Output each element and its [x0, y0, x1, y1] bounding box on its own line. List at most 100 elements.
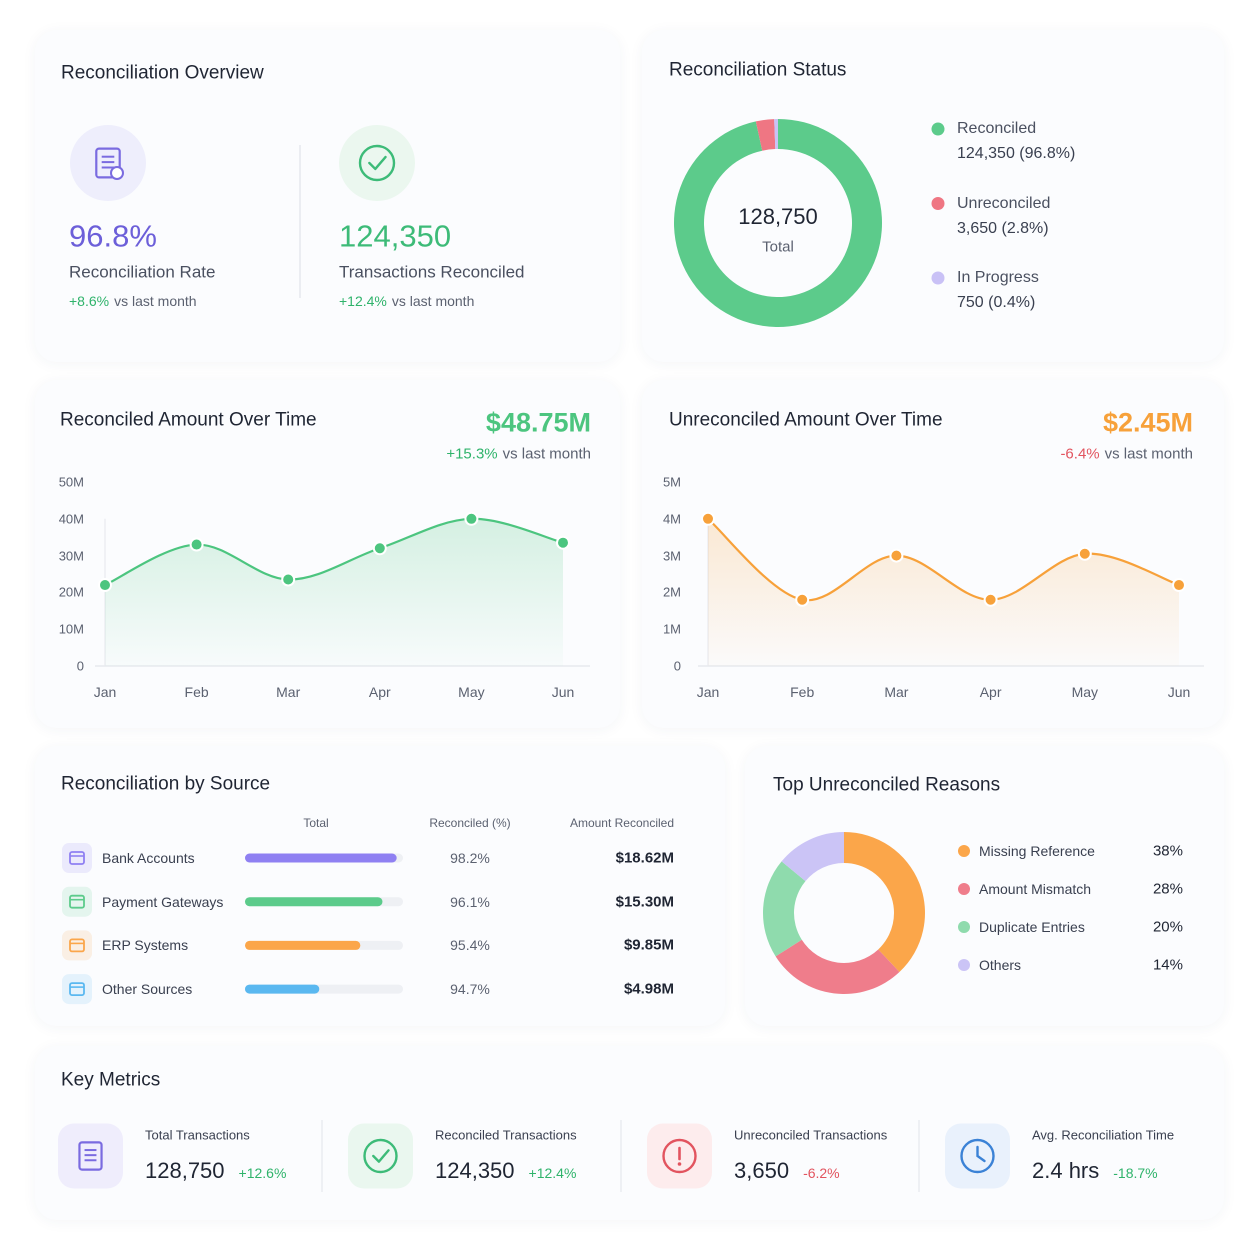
y-tick-label: 4M: [662, 511, 681, 527]
legend-label: Unreconciled: [957, 194, 1051, 212]
donut-segment: [755, 119, 776, 151]
icon: [69, 894, 85, 909]
icon: [110, 166, 124, 180]
x-tick-label: May: [1071, 684, 1099, 700]
y-tick-label: 0: [673, 658, 681, 674]
point: [464, 511, 479, 526]
point: [1077, 546, 1092, 561]
change-row: +12.4% vs last month: [339, 294, 474, 308]
card: [35, 1046, 1224, 1220]
metric-label: Total Transactions: [145, 1127, 250, 1143]
metric-label: Reconciled Transactions: [435, 1127, 577, 1143]
x-tick-label: Jun: [551, 684, 575, 700]
icon: [372, 1149, 390, 1163]
row-percent: 98.2%: [450, 850, 490, 866]
panel-title: Top Unreconciled Reasons: [773, 774, 1001, 796]
headline-value: $48.75M: [485, 407, 591, 438]
legend-value: 28%: [1152, 880, 1183, 898]
legend-label: In Progress: [957, 269, 1039, 286]
legend-swatch: [958, 959, 970, 971]
change-note: vs last month: [114, 293, 197, 309]
row-label: Payment Gateways: [102, 893, 224, 910]
change-row: -6.4% vs last month: [1060, 447, 1193, 462]
panel-title: Key Metrics: [61, 1069, 161, 1091]
point: [701, 511, 715, 526]
y-tick-label: 2M: [662, 584, 681, 600]
panel-title: Unreconciled Amount Over Time: [669, 409, 943, 431]
change: +8.6%: [69, 293, 110, 309]
icon: [95, 147, 121, 179]
icon-bg: [62, 974, 92, 1005]
legend-swatch: [958, 883, 970, 895]
point: [983, 592, 998, 607]
kpi-value: 124,350: [339, 218, 452, 254]
metric-value-row: 124,350 +12.4%: [435, 1160, 576, 1182]
legend-swatch: [958, 845, 970, 857]
y-tick-label: 30M: [58, 548, 84, 564]
column-header: Reconciled (%): [429, 816, 511, 830]
donut-segment: [781, 832, 844, 882]
row-amount: $9.85M: [623, 936, 674, 954]
legend-swatch: [931, 197, 945, 210]
icon: [662, 1138, 697, 1174]
icon-bg: [62, 843, 92, 873]
change: -6.4%: [1060, 445, 1100, 463]
row-amount: $15.30M: [615, 893, 674, 911]
donut-center-label: Total: [762, 238, 794, 256]
legend-label: Missing Reference: [979, 843, 1095, 859]
kpi-label: Reconciliation Rate: [69, 262, 216, 282]
icon-bg: [348, 1123, 413, 1189]
legend-swatch: [931, 271, 945, 285]
metric-value-row: 128,750 +12.6%: [145, 1160, 286, 1182]
panel-title: Reconciliation by Source: [61, 773, 271, 795]
row-label: Bank Accounts: [102, 850, 195, 866]
metric-change: +12.4%: [528, 1165, 577, 1181]
change-row: +8.6% vs last month: [69, 294, 197, 308]
x-tick-label: Apr: [979, 684, 1002, 700]
x-tick-label: Feb: [790, 684, 815, 700]
change-note: vs last month: [391, 293, 475, 309]
point: [372, 541, 387, 556]
legend-value: 3,650 (2.8%): [957, 219, 1049, 237]
column-header: Total: [303, 816, 329, 830]
metric-label: Avg. Reconciliation Time: [1032, 1127, 1175, 1143]
donut-segment: [763, 861, 806, 957]
donut-center-value: 128,750: [738, 204, 818, 229]
x-tick-label: Feb: [184, 684, 209, 700]
icon-bg: [62, 930, 92, 961]
change: +15.3%: [446, 445, 498, 463]
x-tick-label: Apr: [368, 684, 391, 700]
icon-bg: [62, 886, 92, 917]
icon: [363, 1138, 398, 1174]
metric-value-row: 3,650 -6.2%: [734, 1160, 840, 1182]
row-label: ERP Systems: [102, 937, 189, 954]
change: +12.4%: [339, 293, 387, 309]
change-row: +15.3% vs last month: [446, 447, 591, 462]
column-header: Amount Reconciled: [569, 816, 674, 830]
metric-label: Unreconciled Transactions: [734, 1127, 888, 1143]
y-tick-label: 3M: [662, 548, 681, 564]
icon: [78, 1141, 103, 1171]
y-tick-label: 5M: [662, 474, 681, 490]
legend-value: 750 (0.4%): [957, 294, 1036, 311]
point: [281, 572, 296, 587]
panel-title: Reconciled Amount Over Time: [60, 409, 317, 431]
metric-change: -18.7%: [1113, 1165, 1158, 1181]
panel-title: Reconciliation Status: [669, 59, 847, 81]
legend-value: 124,350 (96.8%): [957, 145, 1076, 162]
headline-value: $2.45M: [1102, 407, 1193, 438]
y-tick-label: 10M: [58, 621, 84, 637]
line-area: [708, 518, 1179, 666]
icon: [69, 851, 85, 865]
point: [556, 535, 570, 550]
x-tick-label: Mar: [884, 684, 909, 700]
icon: [69, 982, 85, 996]
change-note: vs last month: [1104, 445, 1193, 463]
y-tick-label: 0: [76, 658, 84, 674]
y-tick-label: 50M: [58, 474, 84, 490]
x-tick-label: Mar: [276, 684, 301, 700]
icon: [677, 1162, 682, 1166]
card: [35, 30, 620, 362]
legend-swatch: [931, 122, 945, 136]
